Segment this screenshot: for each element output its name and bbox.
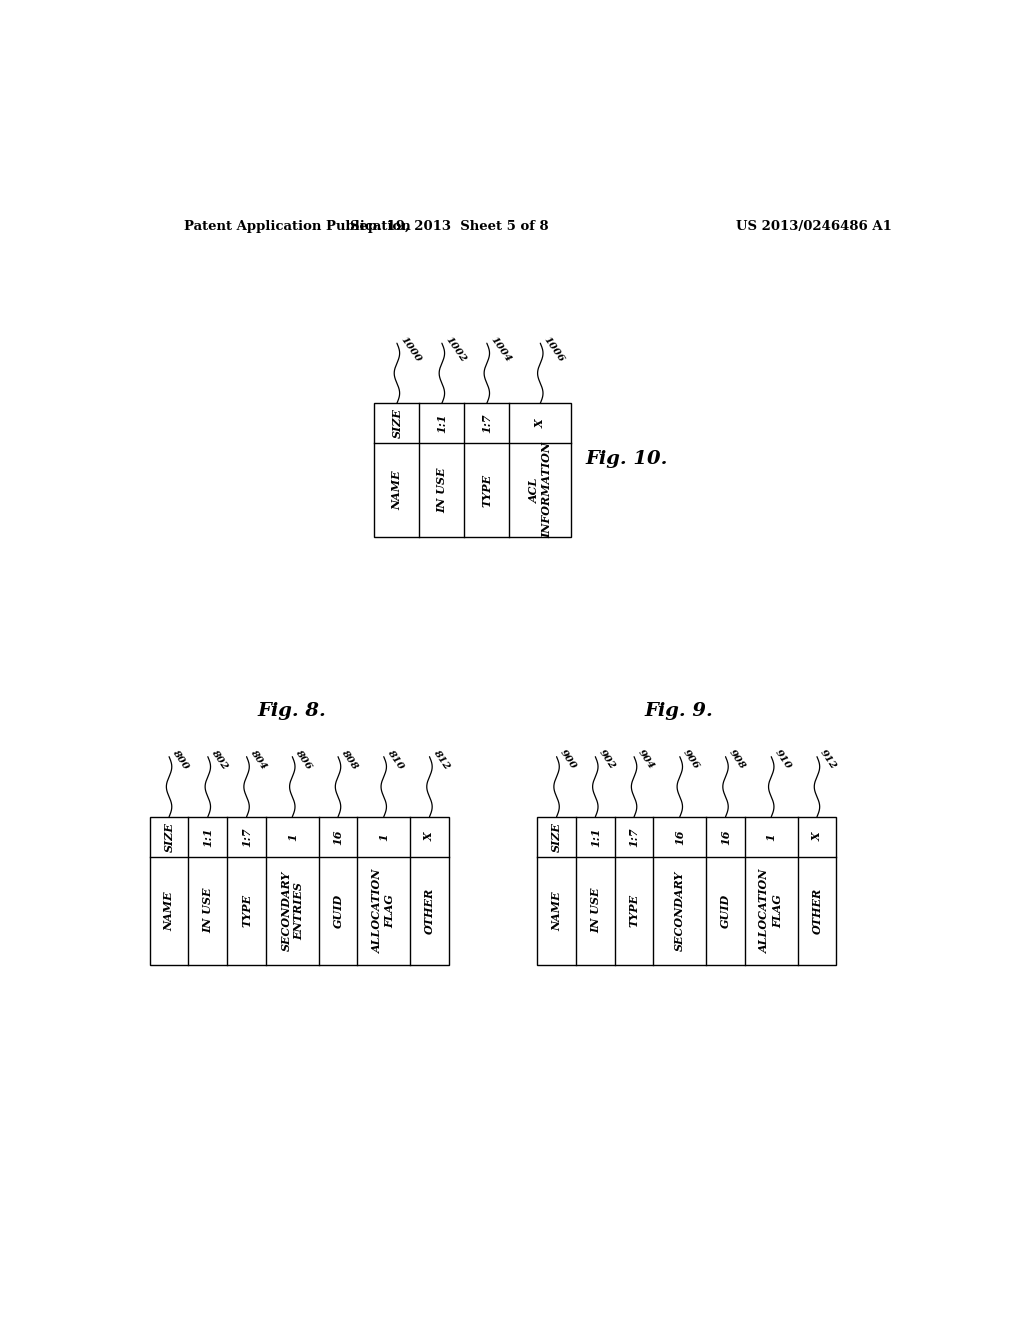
Text: 902: 902: [597, 748, 616, 771]
Text: 16: 16: [333, 829, 343, 845]
Text: SIZE: SIZE: [391, 408, 402, 438]
Text: 1:7: 1:7: [241, 826, 252, 846]
Text: ALLOCATION
FLAG: ALLOCATION FLAG: [372, 869, 395, 953]
Text: 808: 808: [340, 748, 359, 771]
Text: OTHER: OTHER: [424, 887, 435, 933]
Bar: [150, 817, 449, 965]
Text: IN USE: IN USE: [436, 467, 447, 513]
Text: GUID: GUID: [720, 894, 731, 928]
Text: X: X: [535, 418, 546, 428]
Text: 912: 912: [818, 748, 839, 771]
Text: 1004: 1004: [488, 335, 512, 364]
Text: NAME: NAME: [164, 891, 174, 931]
Text: US 2013/0246486 A1: US 2013/0246486 A1: [736, 219, 892, 232]
Text: IN USE: IN USE: [590, 888, 601, 933]
Text: Sep. 19, 2013  Sheet 5 of 8: Sep. 19, 2013 Sheet 5 of 8: [350, 219, 549, 232]
Text: 1: 1: [378, 833, 389, 841]
Text: 1:1: 1:1: [436, 413, 447, 433]
Text: SIZE: SIZE: [551, 822, 562, 851]
Text: 1:7: 1:7: [629, 826, 640, 846]
Text: Fig. 10.: Fig. 10.: [586, 450, 668, 467]
Text: 1:7: 1:7: [481, 413, 493, 433]
Bar: [538, 817, 837, 965]
Text: TYPE: TYPE: [241, 894, 252, 927]
Text: 16: 16: [674, 829, 685, 845]
Text: TYPE: TYPE: [481, 474, 493, 507]
Text: SECONDARY: SECONDARY: [674, 870, 685, 950]
Text: 1002: 1002: [443, 335, 467, 364]
Text: 16: 16: [720, 829, 731, 845]
Text: SIZE: SIZE: [164, 822, 174, 851]
Text: 802: 802: [209, 748, 229, 771]
Text: 1006: 1006: [542, 335, 566, 364]
Text: 1: 1: [287, 833, 298, 841]
Text: 806: 806: [294, 748, 313, 771]
Text: ALLOCATION
FLAG: ALLOCATION FLAG: [760, 869, 783, 953]
Text: ACL
INFORMATION: ACL INFORMATION: [528, 442, 552, 539]
Text: 800: 800: [171, 748, 190, 771]
Text: 1000: 1000: [398, 335, 423, 364]
Text: 1:1: 1:1: [203, 826, 213, 846]
Text: 1:1: 1:1: [590, 826, 601, 846]
Text: GUID: GUID: [333, 894, 343, 928]
Text: X: X: [424, 833, 435, 841]
Text: 804: 804: [248, 748, 268, 771]
Text: Fig. 9.: Fig. 9.: [645, 702, 714, 721]
Bar: [375, 404, 571, 537]
Text: TYPE: TYPE: [629, 894, 640, 927]
Text: IN USE: IN USE: [203, 888, 213, 933]
Text: NAME: NAME: [391, 470, 402, 510]
Text: X: X: [811, 833, 822, 841]
Text: Patent Application Publication: Patent Application Publication: [183, 219, 411, 232]
Text: 906: 906: [681, 748, 701, 771]
Text: 1: 1: [766, 833, 777, 841]
Text: 810: 810: [385, 748, 406, 771]
Text: OTHER: OTHER: [811, 887, 822, 933]
Text: Fig. 8.: Fig. 8.: [257, 702, 326, 721]
Text: 910: 910: [773, 748, 793, 771]
Text: 812: 812: [431, 748, 451, 771]
Text: SECONDARY
ENTRIES: SECONDARY ENTRIES: [281, 870, 304, 950]
Text: 900: 900: [558, 748, 578, 771]
Text: NAME: NAME: [551, 891, 562, 931]
Text: 904: 904: [636, 748, 655, 771]
Text: 908: 908: [727, 748, 746, 771]
